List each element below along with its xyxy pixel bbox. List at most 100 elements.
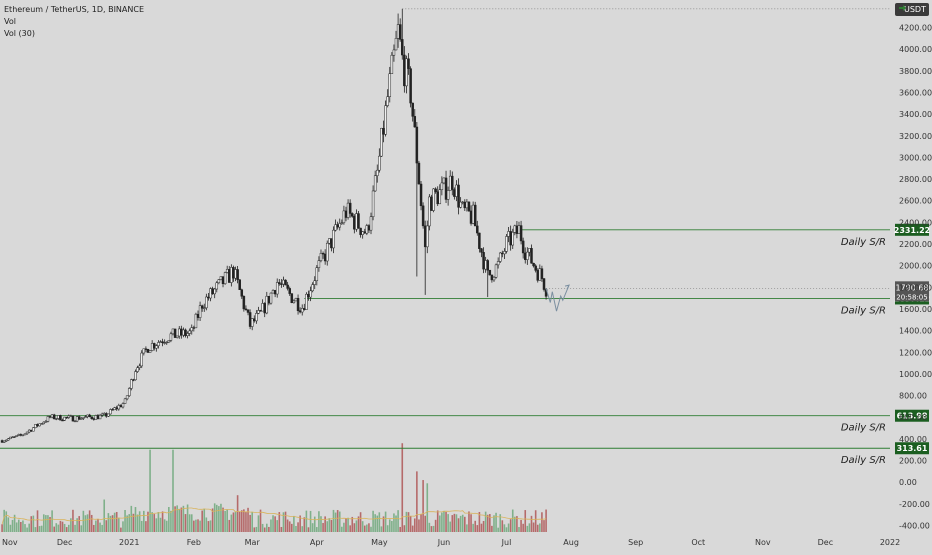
candle-body — [346, 202, 350, 218]
volume-bar — [261, 523, 264, 532]
candle-body — [171, 328, 175, 335]
price-tick-label: 0.00 — [899, 478, 917, 487]
price-tick-label: 4000.00 — [899, 45, 932, 54]
candle-body — [498, 252, 502, 262]
volume-bar — [59, 520, 62, 532]
candle-body — [515, 225, 519, 234]
volume-bar — [80, 525, 83, 532]
volume-bar — [7, 517, 10, 532]
volume-bar — [539, 523, 541, 532]
candle-body — [34, 424, 37, 428]
volume-bar — [76, 518, 78, 532]
volume-bar — [61, 521, 64, 532]
volume-bar — [78, 516, 81, 532]
candle-body — [298, 310, 302, 313]
candle-body — [144, 348, 148, 350]
candle-body — [434, 188, 437, 193]
volume-bar — [284, 511, 287, 532]
price-tick-label: 2600.00 — [899, 197, 932, 206]
volume-bar — [514, 516, 516, 532]
price-tick-label: 1800.00 — [899, 283, 932, 292]
volume-bar — [140, 520, 143, 532]
candle-body — [138, 365, 141, 368]
volume-ma-indicator-label[interactable]: Vol (30) — [4, 29, 35, 38]
volume-bar — [449, 521, 452, 532]
candle-body — [130, 379, 133, 389]
candle-body — [182, 329, 185, 336]
volume-bar — [520, 519, 522, 532]
sr-price-badge — [895, 442, 929, 455]
price-tick-label: 1600.00 — [899, 305, 932, 314]
volume-bar — [374, 514, 376, 532]
time-tick-label: Jun — [437, 538, 451, 547]
candle-body — [175, 335, 179, 338]
volume-bar — [274, 516, 276, 532]
volume-bar — [236, 495, 239, 532]
candle-body — [294, 298, 298, 302]
volume-bar — [357, 516, 360, 532]
volume-bar — [511, 509, 514, 532]
candle-body — [225, 269, 229, 273]
candle-body — [392, 49, 396, 56]
volume-bar — [416, 471, 418, 532]
candle-body — [253, 318, 256, 322]
candle-body — [232, 267, 235, 279]
volume-bar — [484, 511, 487, 532]
volume-bar — [168, 506, 170, 532]
candle-body — [194, 313, 198, 329]
price-tick-label: 4200.00 — [899, 23, 932, 32]
volume-bar — [413, 518, 416, 532]
volume-bar — [245, 511, 247, 532]
sr-tag: Daily S/R — [841, 305, 886, 316]
candle-body — [82, 417, 85, 419]
candle-body — [269, 292, 273, 304]
candle-body — [484, 260, 487, 270]
candle-body — [344, 210, 348, 218]
candle-body — [207, 296, 210, 299]
candle-body — [376, 169, 379, 177]
candle-body — [526, 251, 529, 260]
candle-body — [107, 413, 110, 417]
candle-body — [19, 434, 23, 436]
candle-body — [453, 189, 456, 197]
volume-bar — [461, 514, 464, 532]
candle-body — [430, 196, 433, 211]
volume-bar — [293, 515, 295, 532]
volume-bar — [334, 512, 337, 532]
sr-price-label: 613.98 — [897, 412, 928, 421]
projection-layer — [545, 284, 570, 312]
symbol-title[interactable]: Ethereum / TetherUS, 1D, BINANCE — [4, 5, 145, 14]
volume-bar — [393, 513, 395, 532]
volume-bar — [541, 512, 543, 532]
candle-body — [92, 418, 96, 420]
candle-body — [228, 269, 231, 283]
candle-body — [11, 436, 14, 439]
volume-bar — [438, 515, 441, 532]
last-price-label: 1790.68 — [895, 283, 928, 292]
volume-bar — [328, 518, 331, 532]
volume-bar — [324, 516, 326, 532]
volume-bar — [63, 523, 66, 532]
volume-bar — [305, 510, 308, 532]
candle-body — [278, 282, 281, 285]
volume-bar — [464, 516, 466, 532]
volume-bar — [313, 516, 316, 532]
candle-body — [523, 252, 527, 260]
volume-bar — [3, 509, 5, 532]
price-tick-label: 2000.00 — [899, 262, 932, 271]
volume-indicator-label[interactable]: Vol — [4, 17, 16, 26]
candle-body — [367, 225, 371, 231]
candle-body — [123, 398, 127, 404]
candle-body — [200, 305, 204, 309]
candle-body — [511, 232, 514, 246]
candle-body — [30, 429, 33, 432]
volume-bar — [201, 510, 203, 532]
volume-bar — [199, 520, 201, 532]
volume-bar — [228, 519, 231, 532]
candle-body — [286, 284, 289, 289]
candle-body — [161, 341, 164, 344]
volume-bar — [132, 513, 135, 532]
